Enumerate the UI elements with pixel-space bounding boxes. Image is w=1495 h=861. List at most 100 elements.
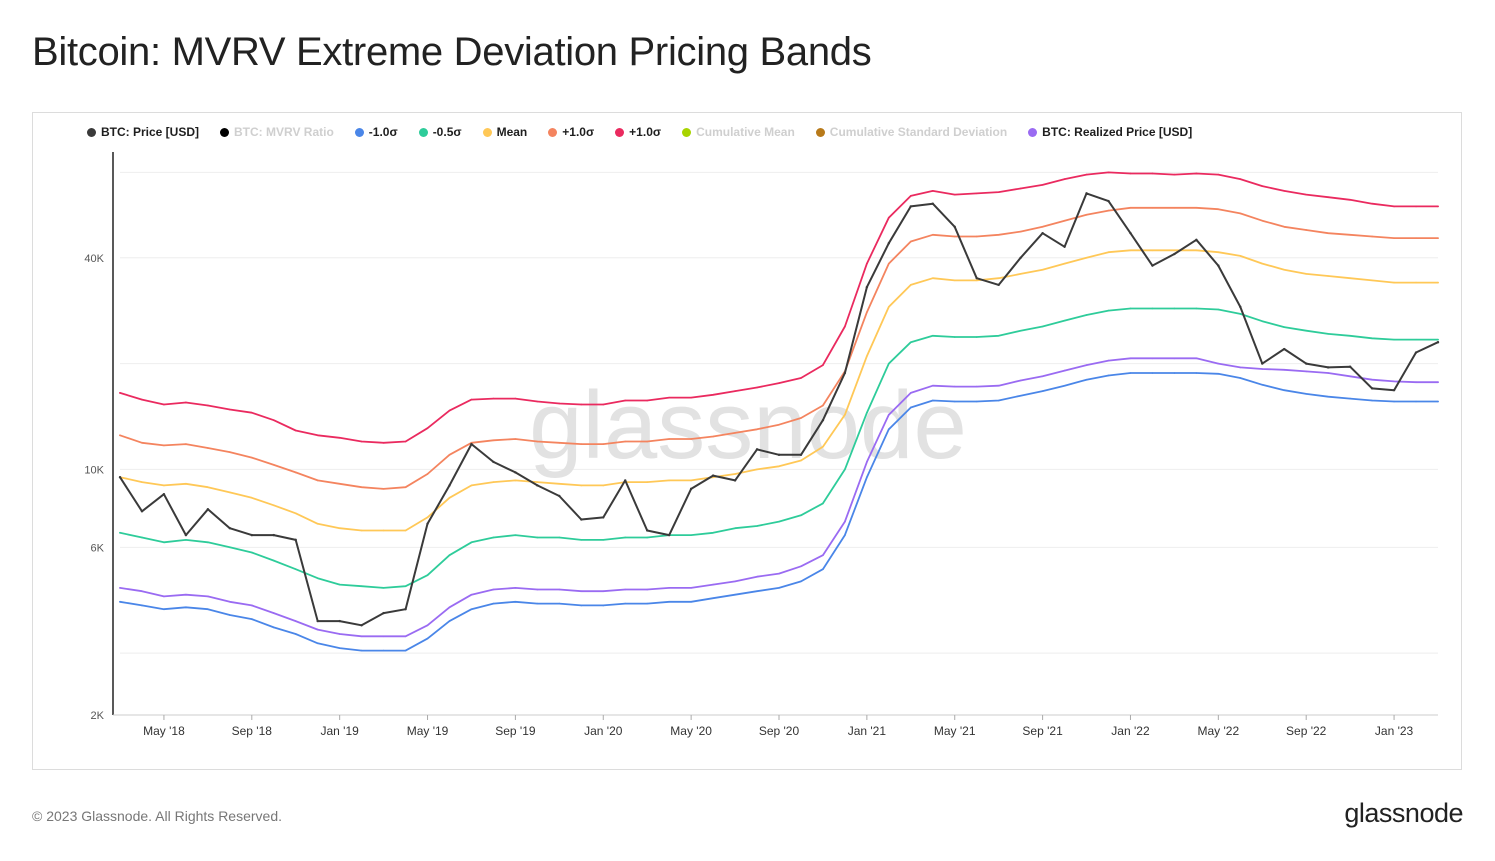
data-point bbox=[558, 402, 561, 405]
data-point bbox=[953, 385, 956, 388]
data-point bbox=[338, 527, 341, 530]
data-point bbox=[251, 497, 253, 499]
data-point bbox=[690, 438, 692, 440]
y-tick-label: 6K bbox=[91, 542, 105, 554]
data-point bbox=[953, 400, 956, 403]
data-point bbox=[602, 590, 605, 593]
data-point bbox=[558, 442, 561, 444]
data-point bbox=[1239, 366, 1242, 369]
data-point bbox=[492, 397, 495, 400]
data-point bbox=[931, 399, 934, 402]
legend-item[interactable]: BTC: Price [USD] bbox=[87, 125, 199, 139]
legend-item[interactable]: +1.0σ bbox=[615, 125, 661, 139]
legend-label: Mean bbox=[496, 125, 528, 139]
data-point bbox=[800, 459, 802, 462]
data-point bbox=[1283, 268, 1286, 271]
data-point bbox=[646, 602, 648, 605]
data-point bbox=[1173, 249, 1176, 252]
legend-label: BTC: MVRV Ratio bbox=[234, 125, 334, 139]
data-point bbox=[229, 408, 231, 411]
data-point bbox=[712, 597, 714, 599]
data-point bbox=[1195, 238, 1198, 242]
data-point bbox=[975, 400, 978, 403]
legend-label: Cumulative Standard Deviation bbox=[829, 125, 1008, 139]
data-point bbox=[338, 619, 341, 623]
data-point bbox=[624, 479, 627, 482]
data-point bbox=[1063, 319, 1066, 322]
data-point bbox=[800, 565, 802, 568]
data-point bbox=[536, 602, 539, 605]
brand-logo[interactable]: glassnode bbox=[1344, 798, 1463, 828]
data-point bbox=[953, 336, 956, 338]
data-point bbox=[1195, 307, 1198, 310]
data-point bbox=[1239, 212, 1242, 215]
data-point bbox=[558, 602, 561, 605]
data-point bbox=[778, 572, 780, 575]
data-point bbox=[1173, 207, 1176, 209]
data-point bbox=[1327, 275, 1329, 277]
data-point bbox=[514, 438, 517, 440]
x-tick-label: May '19 bbox=[407, 724, 449, 738]
data-point bbox=[1173, 252, 1176, 256]
data-point bbox=[206, 508, 210, 511]
data-point bbox=[141, 481, 143, 483]
legend-item[interactable]: -0.5σ bbox=[418, 125, 462, 139]
data-point bbox=[1129, 307, 1132, 310]
x-tick-label: May '18 bbox=[143, 724, 185, 738]
x-tick-label: May '20 bbox=[670, 724, 712, 738]
data-point bbox=[1327, 232, 1329, 234]
data-point bbox=[865, 285, 869, 289]
data-point bbox=[141, 590, 143, 593]
data-point bbox=[140, 510, 144, 513]
data-point bbox=[1041, 390, 1044, 392]
data-point bbox=[888, 306, 890, 308]
data-point bbox=[294, 633, 297, 635]
legend-item[interactable]: BTC: MVRV Ratio bbox=[220, 125, 334, 139]
data-point bbox=[888, 362, 890, 365]
data-point bbox=[1415, 338, 1417, 341]
data-point bbox=[426, 516, 429, 519]
legend-dot bbox=[815, 127, 825, 137]
data-point bbox=[733, 479, 737, 482]
legend-item[interactable]: +1.0σ bbox=[548, 125, 594, 139]
data-point bbox=[207, 541, 209, 544]
data-point bbox=[426, 637, 429, 640]
data-point bbox=[1085, 192, 1088, 195]
data-point bbox=[251, 604, 253, 607]
data-point bbox=[119, 587, 121, 589]
data-point bbox=[1305, 393, 1307, 395]
legend-dot bbox=[87, 127, 96, 137]
data-point bbox=[1283, 369, 1286, 371]
data-point bbox=[866, 476, 868, 478]
data-point bbox=[470, 442, 473, 446]
legend-item[interactable]: BTC: Realized Price [USD] bbox=[1028, 125, 1192, 139]
y-tick-label: 40K bbox=[84, 253, 104, 265]
data-point bbox=[910, 406, 912, 409]
data-point bbox=[887, 242, 891, 245]
data-point bbox=[953, 235, 956, 238]
data-point bbox=[888, 262, 890, 265]
data-point bbox=[910, 392, 912, 394]
data-point bbox=[1107, 171, 1110, 174]
legend-item[interactable]: -1.0σ bbox=[354, 125, 398, 139]
data-point bbox=[1151, 372, 1154, 374]
legend-item[interactable]: Mean bbox=[482, 125, 528, 139]
data-point bbox=[426, 624, 429, 627]
data-point bbox=[1019, 230, 1022, 233]
data-point bbox=[1173, 307, 1176, 310]
legend-item[interactable]: Cumulative Standard Deviation bbox=[815, 125, 1008, 139]
x-tick-label: Sep '21 bbox=[1022, 724, 1063, 738]
data-point bbox=[778, 520, 780, 523]
data-point bbox=[1261, 368, 1264, 370]
data-point bbox=[404, 486, 407, 488]
data-point bbox=[1151, 249, 1154, 252]
data-point bbox=[888, 428, 890, 431]
data-point bbox=[602, 604, 605, 607]
data-point bbox=[492, 588, 495, 591]
data-point bbox=[1085, 256, 1088, 259]
legend-item[interactable]: Cumulative Mean bbox=[682, 125, 795, 139]
data-point bbox=[338, 633, 341, 635]
data-point bbox=[470, 541, 473, 544]
data-point bbox=[755, 448, 759, 451]
